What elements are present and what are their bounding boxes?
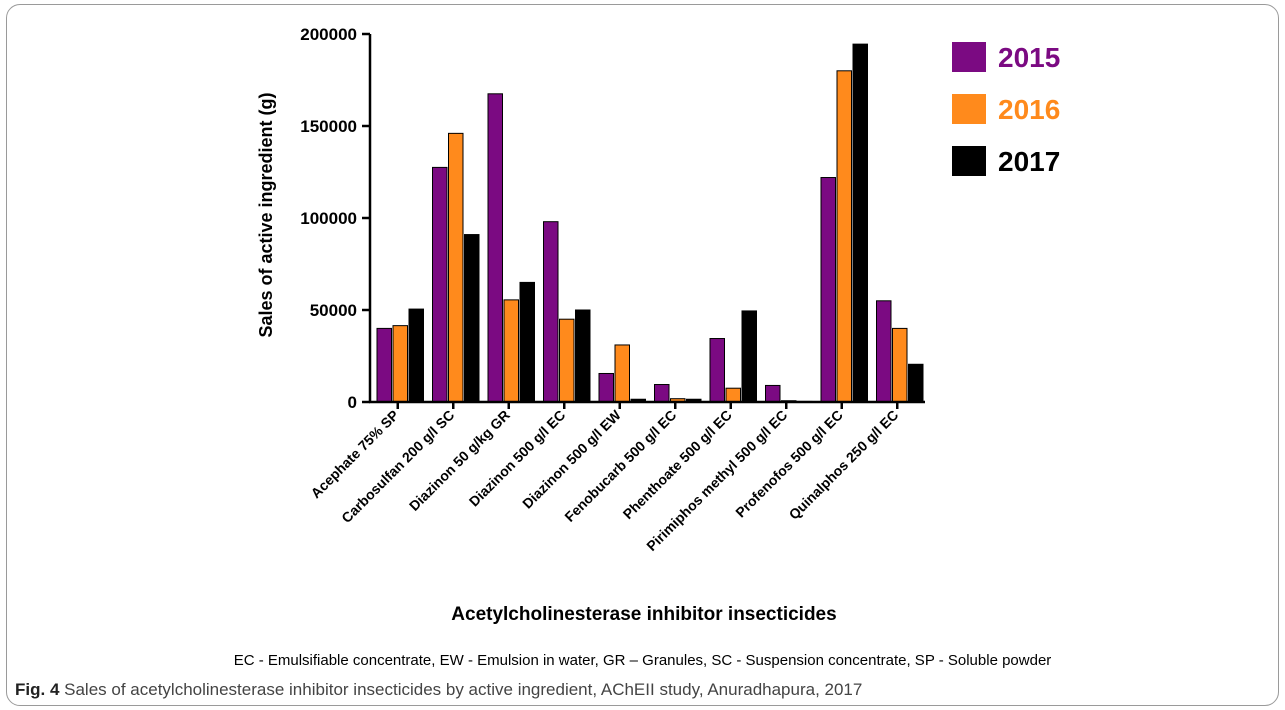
- y-tick-label: 150000: [300, 117, 357, 136]
- bars-group: [376, 43, 924, 403]
- bar-2015-5: [654, 384, 670, 403]
- bar-2017-8: [852, 43, 868, 403]
- bar-2017-3: [575, 309, 591, 403]
- bar-2015-2: [487, 93, 503, 403]
- bar-2016-6: [725, 387, 741, 403]
- y-axis-label: Sales of active ingredient (g): [256, 92, 276, 337]
- bar-2017-9: [908, 363, 924, 403]
- legend: 2015 2016 2017: [952, 42, 1060, 177]
- bar-2015-3: [543, 221, 559, 403]
- bar-2015-0: [376, 327, 392, 403]
- figure-frame: [6, 4, 1279, 706]
- bar-2015-7: [765, 384, 781, 403]
- legend-label-2017: 2017: [998, 146, 1060, 177]
- x-tick-label: Diazinon 500 g/l EW: [519, 406, 624, 511]
- legend-swatch-2015: [952, 42, 986, 72]
- bar-2015-9: [876, 300, 892, 403]
- y-tick-label: 100000: [300, 209, 357, 228]
- bar-2015-4: [598, 372, 614, 403]
- x-tick-label: Fenobucarb 500 g/l EC: [561, 407, 679, 525]
- abbreviation-footnote: EC - Emulsifiable concentrate, EW - Emul…: [233, 652, 1052, 669]
- x-tick-label: Phenthoate 500 g/l EC: [620, 407, 735, 522]
- y-tick-label: 50000: [310, 301, 357, 320]
- bar-2016-4: [614, 344, 630, 403]
- legend-swatch-2016: [952, 94, 986, 124]
- x-axis-label: Acetylcholinesterase inhibitor insectici…: [451, 604, 836, 625]
- bar-2015-8: [820, 177, 836, 403]
- y-tick-label: 200000: [300, 25, 357, 44]
- x-tick-label: Profenofos 500 g/l EC: [732, 407, 846, 521]
- legend-swatch-2017: [952, 146, 986, 176]
- x-tick-label: Carbosulfan 200 g/l SC: [338, 407, 457, 526]
- y-axis: 0 50000 100000 150000 200000: [300, 25, 372, 412]
- bar-2016-9: [892, 327, 908, 403]
- bar-2015-1: [432, 166, 448, 403]
- figure-caption: Fig. 4 Sales of acetylcholinesterase inh…: [15, 680, 862, 700]
- bar-2016-3: [559, 318, 575, 403]
- x-tick-label: Diazinon 50 g/kg GR: [406, 407, 513, 514]
- y-tick-label: 0: [348, 393, 357, 412]
- legend-label-2015: 2015: [998, 42, 1060, 73]
- bar-2016-2: [503, 299, 519, 403]
- bar-2016-1: [448, 132, 464, 403]
- bar-2017-0: [408, 308, 424, 403]
- figure-label: Fig. 4: [15, 680, 60, 699]
- x-tick-label: Quinalphos 250 g/l EC: [786, 407, 902, 523]
- bar-2015-6: [709, 338, 725, 403]
- x-tick-label: Diazinon 500 g/l EC: [466, 407, 569, 510]
- bar-2017-2: [519, 281, 535, 403]
- bar-2016-0: [392, 325, 408, 403]
- bar-2017-6: [741, 310, 757, 403]
- bar-2017-1: [464, 234, 480, 403]
- bar-2016-8: [836, 70, 852, 403]
- figure-caption-text: Sales of acetylcholinesterase inhibitor …: [59, 680, 863, 699]
- legend-label-2016: 2016: [998, 94, 1060, 125]
